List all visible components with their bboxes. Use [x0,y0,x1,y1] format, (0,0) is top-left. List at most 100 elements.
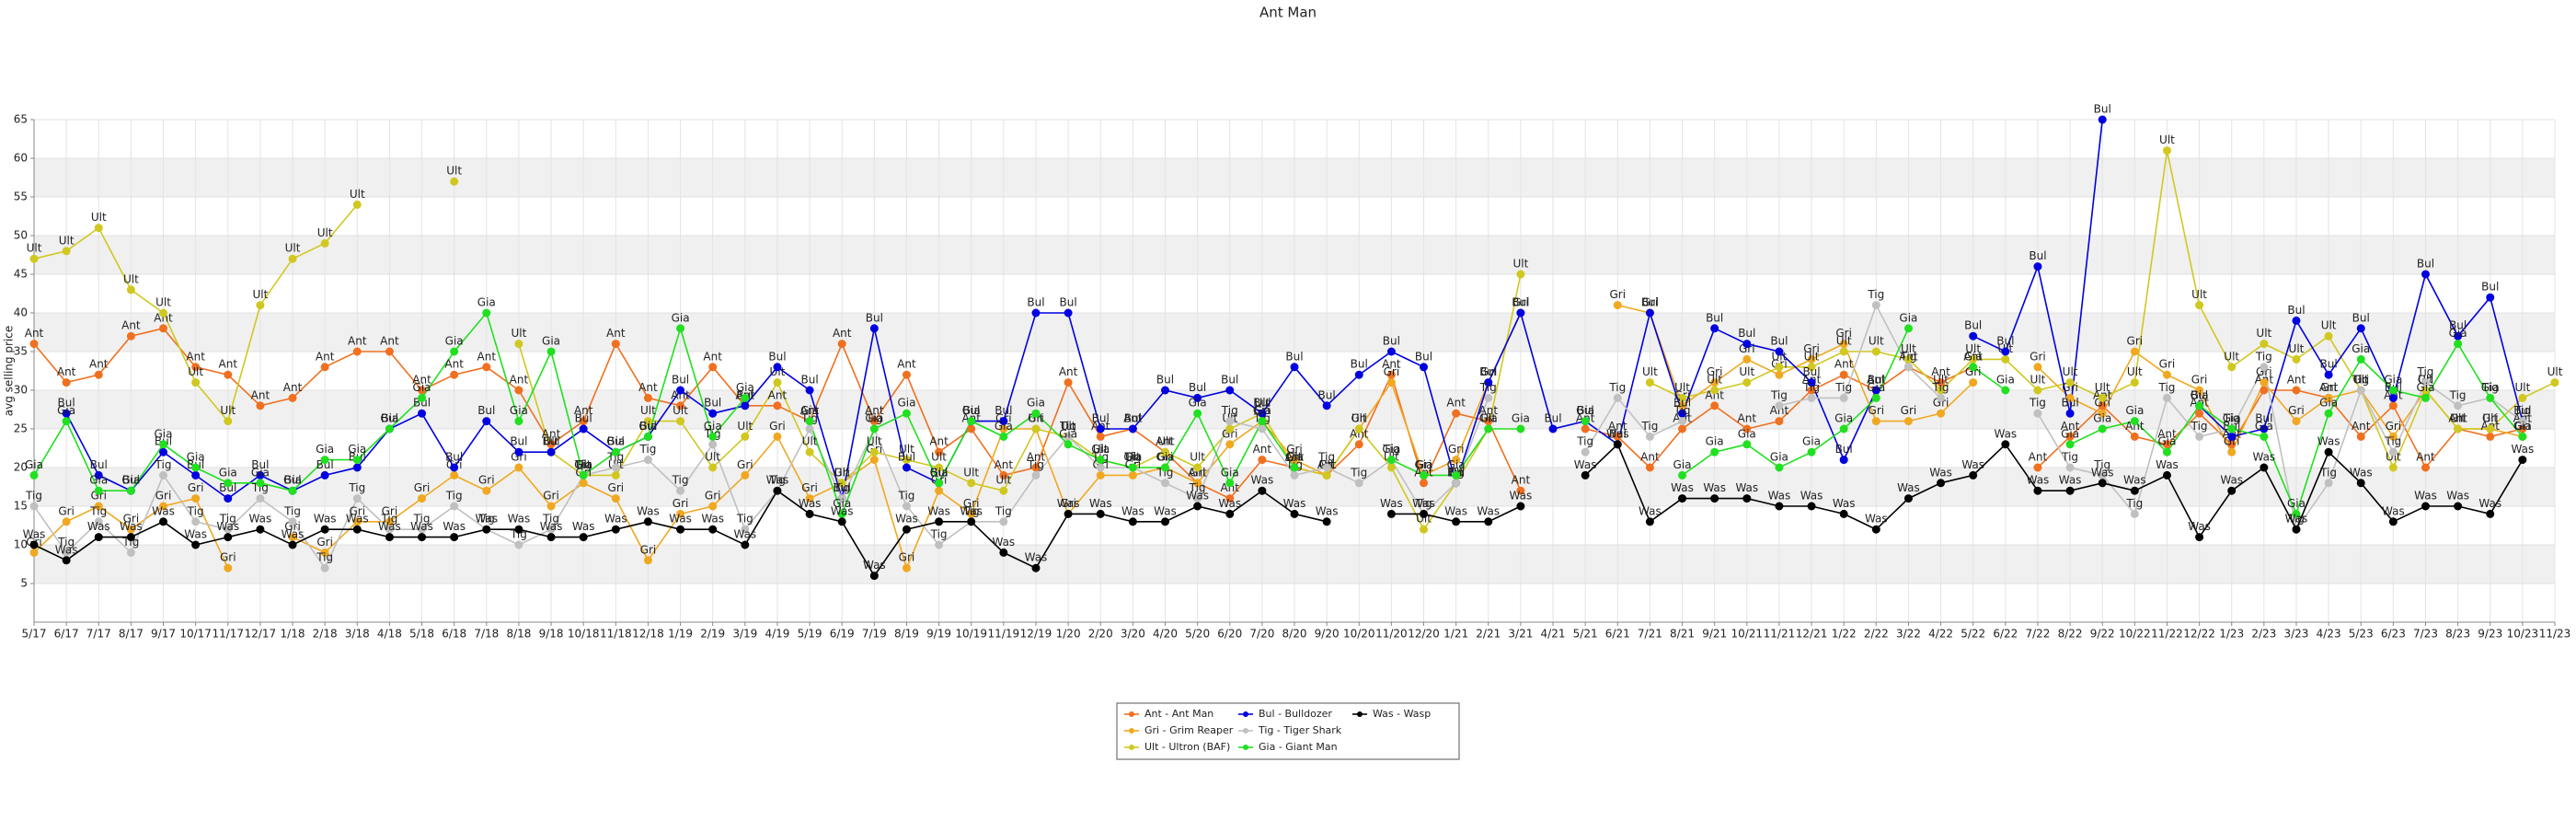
legend-marker [1129,728,1134,734]
point-label: Bul [58,397,75,410]
data-point [902,370,911,379]
data-point [2421,463,2430,472]
data-point [1258,424,1267,433]
point-label: Tig [1867,288,1884,301]
point-label: Gri [58,504,75,517]
point-label: Gri [801,481,818,494]
data-point [1386,378,1396,387]
data-point [546,347,556,356]
data-point [514,540,523,549]
data-point [2324,370,2333,379]
point-label: Gri [1060,497,1076,510]
point-label: Tig [2417,365,2434,378]
data-point [805,417,814,426]
point-label: Tig [1123,451,1141,464]
data-point [741,401,750,410]
point-label: Ant [1350,427,1369,440]
point-label: Gri [316,536,333,549]
point-label: Gia [1123,451,1142,464]
data-point [1775,502,1784,511]
data-point [967,417,976,426]
data-point [2227,486,2237,495]
point-label: Gri [220,551,236,564]
point-label: Gia [413,381,431,394]
point-label: Tig [2481,381,2499,394]
data-point [2130,509,2139,518]
point-label: Gri [2386,420,2402,433]
data-point [2195,432,2204,441]
data-point [450,533,459,542]
data-point [2356,386,2365,395]
data-point [2098,479,2107,488]
x-tick-label: 8/21 [1670,628,1695,641]
data-point [1775,401,1784,410]
x-tick-label: 10/23 [2507,628,2539,641]
data-point [418,533,427,542]
point-label: Ant [2157,427,2177,440]
data-point [1742,378,1752,387]
point-label: Gri [1351,412,1367,425]
point-label: Tig [2255,350,2272,363]
data-point [1903,417,1913,426]
point-label: Was [1154,504,1177,517]
data-point [2518,456,2527,465]
data-point [1581,470,1590,480]
point-label: Gri [834,466,850,479]
point-label: Was [2317,435,2340,448]
point-label: Tig [2191,420,2208,433]
data-point [2292,354,2301,364]
point-label: Ant [606,327,626,340]
data-point [1775,417,1784,426]
point-label: Was [766,474,789,487]
data-point [1096,509,1105,518]
data-point [546,447,556,456]
legend-label: Was - Wasp [1373,708,1431,720]
data-point [1160,517,1169,526]
data-point [967,424,976,433]
point-label: Gia [800,404,819,417]
data-point [2388,463,2398,472]
point-label: Ant [1479,404,1499,417]
x-tick-label: 8/20 [1282,628,1307,641]
data-point [320,548,329,557]
point-label: Was [2123,474,2146,487]
point-label: Ult [1480,412,1496,425]
data-point [2324,393,2333,402]
point-label: Tig [1834,381,1852,394]
point-label: Gia [2319,397,2338,410]
data-point [869,447,879,456]
series-line [33,303,2524,570]
legend-marker [1243,728,1248,734]
point-label: Ult [1512,258,1528,271]
data-point [2098,393,2107,402]
x-tick-label: 7/20 [1249,628,1274,641]
data-point [1096,463,1105,472]
data-point [2260,363,2269,372]
data-point [1420,470,1429,480]
point-label: Tig [283,504,301,517]
data-point [2033,386,2042,395]
data-point [2292,417,2301,426]
point-label: Gri [1901,404,1917,417]
data-point [1871,347,1880,356]
point-label: Gri [123,513,140,526]
point-label: Was [1283,497,1306,510]
point-label: Bul [768,350,786,363]
data-point [450,177,459,186]
point-label: Gia [1899,311,1917,324]
point-label: Bul [1383,335,1400,348]
data-point [1386,509,1396,518]
x-tick-label: 7/17 [86,628,111,641]
data-point [999,432,1008,441]
data-point [1484,393,1493,402]
data-point [1064,440,1073,449]
data-point [869,424,879,433]
data-point [1678,494,1687,503]
point-label: Was [540,520,563,533]
point-label: Bul [2320,358,2338,371]
data-point [773,378,782,387]
data-point [902,409,911,418]
data-point [2001,354,2010,364]
point-label: Ult [1157,435,1173,448]
data-point [1484,378,1493,387]
